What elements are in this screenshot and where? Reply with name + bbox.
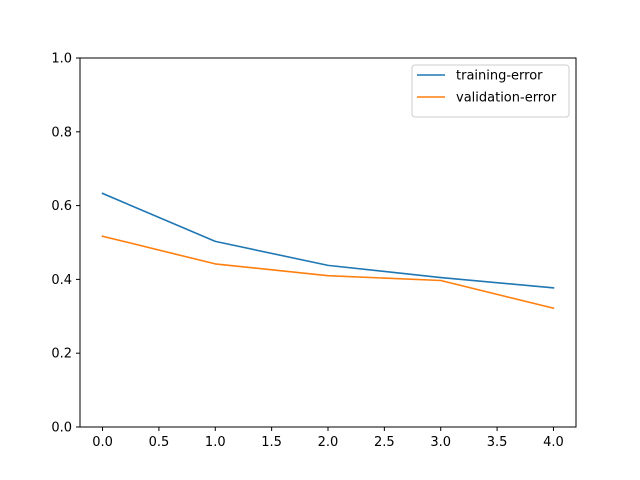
x-tick-label: 1.5 [261, 435, 282, 450]
x-tick-label: 1.0 [205, 435, 226, 450]
y-tick-label: 0.0 [51, 421, 72, 436]
y-tick-label: 0.4 [51, 273, 72, 288]
y-tick-label: 0.8 [51, 125, 72, 140]
y-tick-label: 0.6 [51, 199, 72, 214]
x-tick-label: 4.0 [543, 435, 564, 450]
x-tick-label: 2.5 [374, 435, 395, 450]
series-lines [101, 192, 555, 310]
legend-label: validation-error [456, 91, 557, 106]
x-tick-label: 3.0 [430, 435, 451, 450]
y-axis: 0.0 0.2 0.4 0.6 0.8 1.0 [51, 52, 80, 436]
x-tick-label: 0.0 [92, 435, 113, 450]
legend: training-error validation-error [411, 64, 570, 118]
x-tick-label: 0.5 [149, 435, 170, 450]
legend-box [411, 64, 570, 118]
y-tick-label: 1.0 [51, 52, 72, 67]
y-tick-label: 0.2 [51, 347, 72, 362]
x-axis: 0.0 0.5 1.0 1.5 2.0 2.5 3.0 3.5 4.0 [92, 427, 564, 450]
x-tick-label: 2.0 [318, 435, 339, 450]
x-tick-label: 3.5 [487, 435, 508, 450]
legend-label: training-error [456, 69, 543, 84]
